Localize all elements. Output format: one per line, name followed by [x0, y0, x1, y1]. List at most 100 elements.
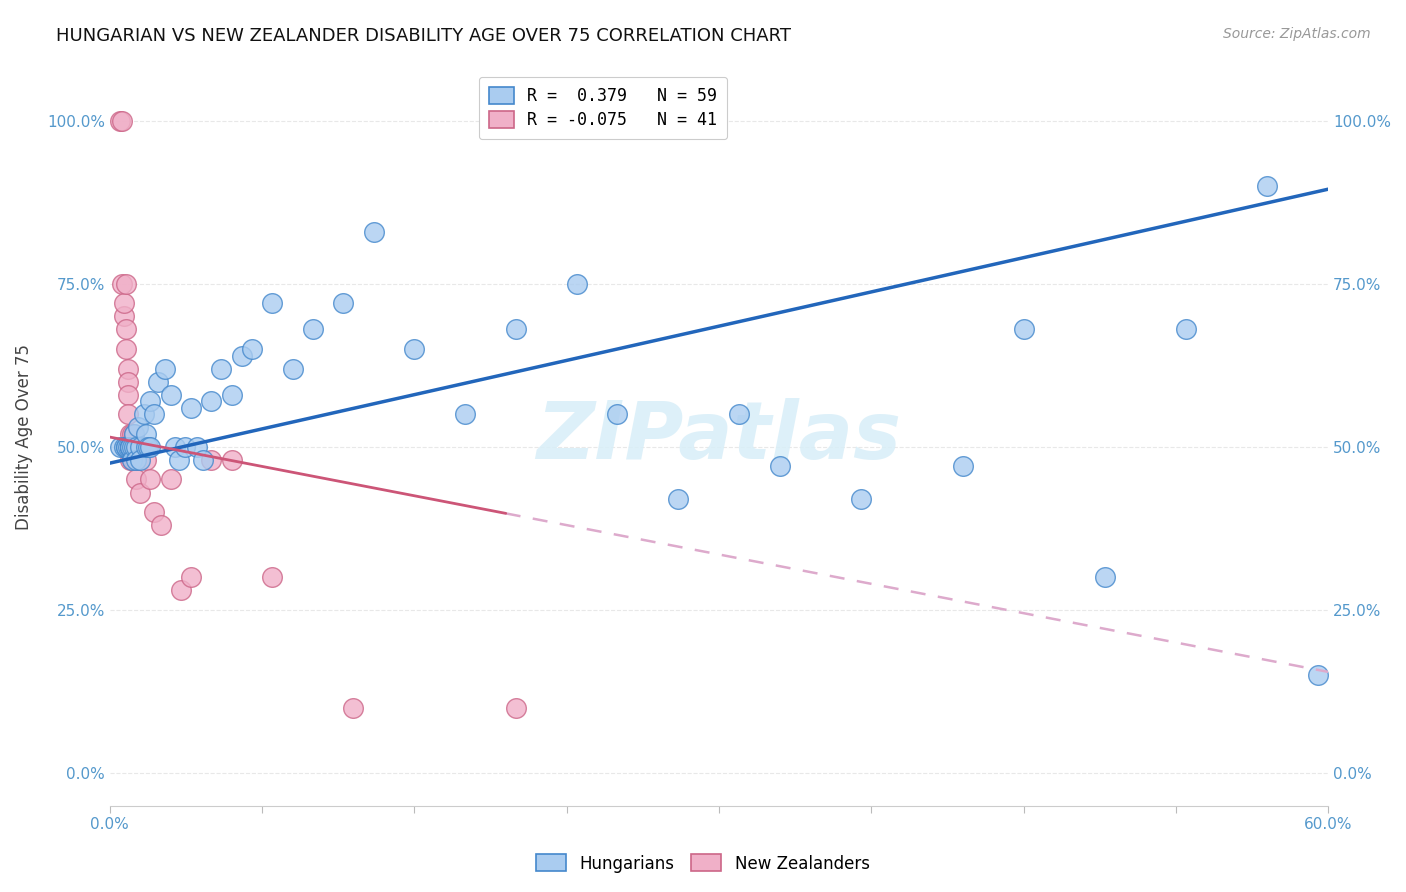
Point [125, 440, 148, 454]
Text: Source: ZipAtlas.com: Source: ZipAtlas.com [1223, 27, 1371, 41]
Point [112, 310, 135, 324]
Point [127, 453, 149, 467]
Point [1175, 322, 1198, 336]
Point [281, 361, 304, 376]
Point [180, 570, 202, 584]
Point [200, 394, 222, 409]
Point [120, 440, 142, 454]
Point [404, 342, 426, 356]
Point [111, 113, 134, 128]
Point [108, 440, 131, 454]
Point [139, 473, 162, 487]
Point [505, 700, 527, 714]
Point [135, 426, 157, 441]
Point [122, 426, 145, 441]
Point [180, 401, 202, 415]
Legend: Hungarians, New Zealanders: Hungarians, New Zealanders [530, 847, 876, 880]
Point [125, 473, 148, 487]
Point [115, 322, 138, 336]
Point [120, 426, 142, 441]
Point [134, 407, 156, 421]
Point [666, 491, 689, 506]
Point [115, 342, 138, 356]
Point [952, 459, 974, 474]
Point [120, 440, 142, 454]
Point [129, 453, 152, 467]
Point [221, 387, 243, 401]
Point [209, 361, 232, 376]
Point [134, 440, 156, 454]
Point [301, 322, 323, 336]
Point [143, 505, 166, 519]
Point [163, 440, 186, 454]
Point [170, 583, 193, 598]
Point [262, 570, 284, 584]
Point [332, 296, 354, 310]
Point [125, 440, 148, 454]
Point [122, 453, 145, 467]
Point [139, 394, 162, 409]
Point [112, 296, 135, 310]
Y-axis label: Disability Age Over 75: Disability Age Over 75 [15, 344, 32, 530]
Point [131, 440, 153, 454]
Point [149, 518, 172, 533]
Point [115, 440, 138, 454]
Point [120, 440, 142, 454]
Point [121, 426, 143, 441]
Point [117, 387, 139, 401]
Point [120, 440, 142, 454]
Point [117, 407, 139, 421]
Point [153, 361, 176, 376]
Point [125, 453, 148, 467]
Text: ZIPatlas: ZIPatlas [537, 398, 901, 476]
Point [121, 453, 143, 467]
Point [135, 440, 157, 454]
Point [342, 700, 364, 714]
Point [159, 473, 181, 487]
Point [200, 453, 222, 467]
Point [117, 375, 139, 389]
Point [143, 407, 166, 421]
Point [121, 440, 143, 454]
Point [112, 440, 135, 454]
Text: HUNGARIAN VS NEW ZEALANDER DISABILITY AGE OVER 75 CORRELATION CHART: HUNGARIAN VS NEW ZEALANDER DISABILITY AG… [56, 27, 792, 45]
Point [121, 440, 143, 454]
Point [159, 387, 181, 401]
Point [115, 277, 138, 291]
Point [1306, 668, 1329, 682]
Point [186, 440, 208, 454]
Point [136, 440, 159, 454]
Point [111, 277, 134, 291]
Point [1256, 178, 1278, 193]
Point [108, 113, 131, 128]
Point [139, 440, 162, 454]
Point [117, 440, 139, 454]
Point [505, 322, 527, 336]
Point [231, 349, 253, 363]
Point [262, 296, 284, 310]
Point [117, 361, 139, 376]
Point [121, 440, 143, 454]
Point [129, 440, 152, 454]
Point [769, 459, 792, 474]
Point [127, 420, 149, 434]
Point [240, 342, 263, 356]
Point [173, 440, 195, 454]
Point [363, 225, 385, 239]
Point [565, 277, 588, 291]
Point [191, 453, 214, 467]
Point [115, 440, 138, 454]
Point [454, 407, 477, 421]
Legend: R =  0.379   N = 59, R = -0.075   N = 41: R = 0.379 N = 59, R = -0.075 N = 41 [479, 77, 727, 139]
Point [129, 485, 152, 500]
Point [606, 407, 628, 421]
Point [167, 453, 190, 467]
Point [148, 375, 170, 389]
Point [1094, 570, 1116, 584]
Point [135, 453, 157, 467]
Point [120, 440, 142, 454]
Point [849, 491, 872, 506]
Point [120, 440, 142, 454]
Point [121, 453, 143, 467]
Point [221, 453, 243, 467]
